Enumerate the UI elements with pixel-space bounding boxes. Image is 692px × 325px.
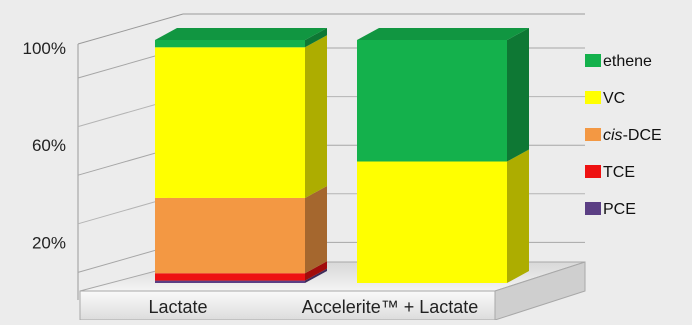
- bar-1-pce-segment: [155, 280, 305, 283]
- legend-swatch-vc: [585, 91, 601, 104]
- bar-1-cis-dce-segment: [155, 197, 305, 274]
- bar-1-top-face: [155, 28, 327, 40]
- x-tick-label-2: Accelerite™ + Lactate: [302, 297, 479, 317]
- legend-label-cis-dce: cis-DCE: [603, 127, 662, 144]
- bar-1-vc-segment: [155, 47, 305, 198]
- bar-1-pce-side: [305, 268, 327, 283]
- bar-2-vc-segment: [357, 161, 507, 283]
- legend-label-ethene: ethene: [603, 53, 652, 70]
- bar-1-ethene-segment: [155, 40, 305, 48]
- legend-label-pce: PCE: [603, 201, 636, 218]
- bar-1-vc-side: [305, 35, 327, 198]
- y-tick-label-60: 60%: [32, 136, 66, 155]
- bar-2-vc-side: [507, 149, 529, 283]
- y-tick-label-20: 20%: [32, 233, 66, 252]
- bar-2: [357, 28, 529, 283]
- back-wall-top-edge: [77, 13, 184, 45]
- bar-2-ethene-side: [507, 28, 529, 162]
- x-tick-label-1: Lactate: [148, 297, 207, 317]
- bar-1-tce-side: [305, 261, 327, 281]
- bar-2-ethene-segment: [357, 40, 507, 162]
- bar-1-cis-dce-side: [305, 185, 327, 274]
- legend-label-vc: VC: [603, 90, 625, 107]
- legend-swatch-ethene: [585, 54, 601, 67]
- legend-swatch-tce: [585, 165, 601, 178]
- legend-label-tce: TCE: [603, 164, 635, 181]
- bar-2-top-face: [357, 28, 529, 40]
- bar-1: [155, 28, 327, 283]
- legend-swatch-cis-dce: [585, 128, 601, 141]
- bar-1-tce-segment: [155, 273, 305, 281]
- y-tick-label-100: 100%: [23, 39, 66, 58]
- category-band-side: [494, 261, 586, 321]
- legend-swatch-pce: [585, 202, 601, 215]
- bar-1-ethene-side: [305, 28, 327, 48]
